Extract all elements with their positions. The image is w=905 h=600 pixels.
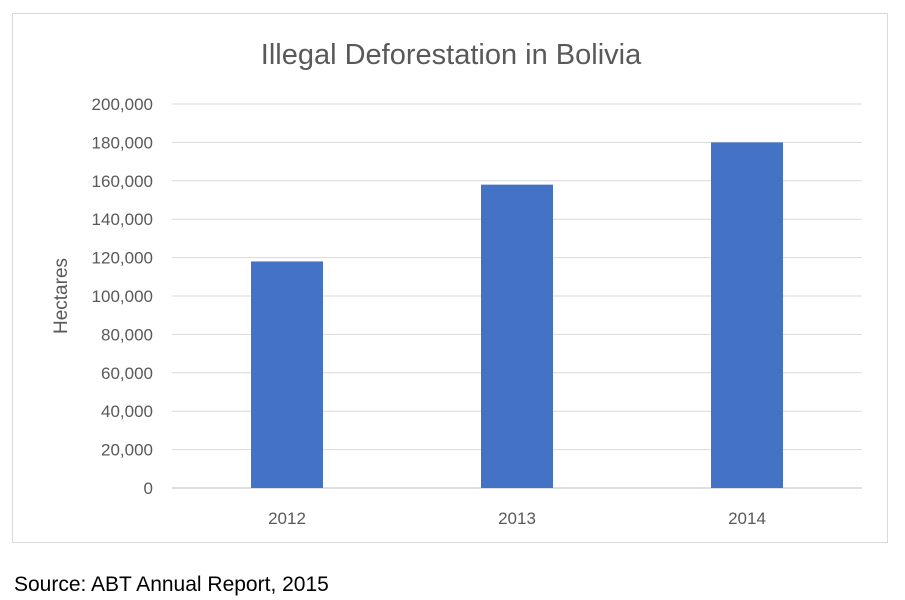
y-tick-label: 0 bbox=[144, 479, 153, 498]
chart-title: Illegal Deforestation in Bolivia bbox=[261, 39, 642, 71]
bar-2012 bbox=[251, 261, 323, 488]
y-tick-label: 140,000 bbox=[92, 210, 153, 229]
x-tick-labels: 2012 2013 2014 bbox=[268, 509, 766, 528]
y-tick-label: 20,000 bbox=[101, 441, 153, 460]
y-tick-label: 200,000 bbox=[92, 95, 153, 114]
y-tick-label: 180,000 bbox=[92, 133, 153, 152]
x-tick-label: 2013 bbox=[498, 509, 536, 528]
y-axis-label: Hectares bbox=[51, 258, 72, 334]
y-tick-labels: 0 20,000 40,000 60,000 80,000 100,000 120,000 1… bbox=[92, 95, 153, 498]
y-tick-label: 120,000 bbox=[92, 249, 153, 268]
y-tick-label: 160,000 bbox=[92, 172, 153, 191]
y-tick-label: 40,000 bbox=[101, 402, 153, 421]
y-tick-label: 100,000 bbox=[92, 287, 153, 306]
bar-2014 bbox=[711, 142, 783, 488]
y-tick-label: 80,000 bbox=[101, 325, 153, 344]
y-tick-label: 60,000 bbox=[101, 364, 153, 383]
bars bbox=[251, 142, 783, 488]
source-note: Source: ABT Annual Report, 2015 bbox=[14, 573, 329, 596]
x-tick-label: 2012 bbox=[268, 509, 306, 528]
bar-2013 bbox=[481, 184, 553, 488]
x-tick-label: 2014 bbox=[728, 509, 766, 528]
